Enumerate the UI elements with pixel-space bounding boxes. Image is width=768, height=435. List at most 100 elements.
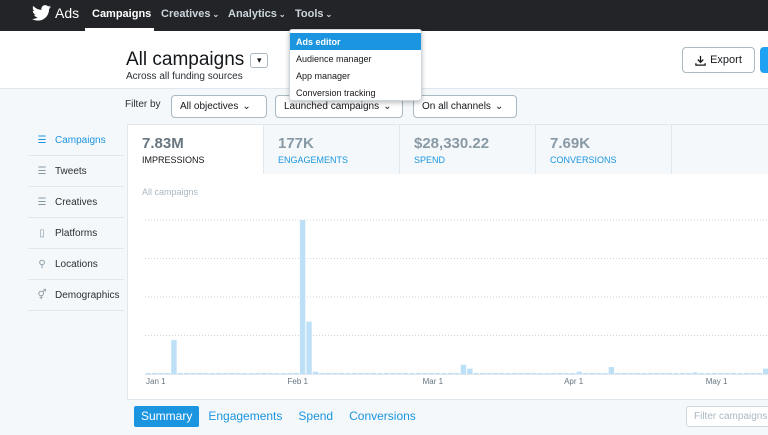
chart-bar[interactable] [666,373,672,374]
chart-bar[interactable] [660,373,666,374]
chart-bar[interactable] [216,373,222,374]
menu-item-app-manager[interactable]: App manager [296,71,351,81]
chart-bar[interactable] [557,373,563,374]
channels-filter[interactable]: On all channels ⌄ [413,95,517,118]
chart-bar[interactable] [171,340,177,374]
chart-bar[interactable] [705,373,711,374]
chart-bar[interactable] [595,373,602,374]
chart-bar[interactable] [409,373,415,374]
chart-bar[interactable] [434,373,441,374]
chart-bar[interactable] [357,373,364,374]
chart-bar[interactable] [299,220,306,374]
chart-bar[interactable] [261,373,267,374]
chart-bar[interactable] [415,373,422,374]
brand[interactable]: Ads [32,5,79,21]
objectives-filter[interactable]: All objectives ⌄ [171,95,267,118]
caret-down-icon[interactable]: ▾ [250,52,269,68]
chart-bar[interactable] [627,373,634,374]
chart-bar[interactable] [422,373,428,374]
chart-bar[interactable] [248,373,254,374]
sidebar-item-locations[interactable]: ⚲ Locations [28,249,124,280]
chart-bar[interactable] [640,373,647,374]
chart-bar[interactable] [531,373,537,374]
chart-bar[interactable] [537,373,544,374]
nav-tools[interactable]: Tools ⌄ [295,8,332,20]
chart-bar[interactable] [454,373,460,374]
menu-item-conversion-tracking[interactable]: Conversion tracking [296,88,376,98]
sidebar-item-platforms[interactable]: ▯ Platforms [28,218,124,249]
chart-bar[interactable] [634,373,640,374]
chart-bar[interactable] [287,373,293,374]
chart-bar[interactable] [203,373,209,374]
chart-bar[interactable] [190,373,196,374]
tab-engagements[interactable]: Engagements [208,409,283,423]
chart-bar[interactable] [711,373,718,374]
chart-bar[interactable] [441,373,447,374]
chart-bar[interactable] [396,373,402,374]
chart-bar[interactable] [608,367,615,374]
chart-bar[interactable] [480,373,486,374]
chart-bar[interactable] [570,373,576,374]
chart-bar[interactable] [582,373,589,374]
chart-bar[interactable] [692,372,698,374]
chart-bar[interactable] [145,373,151,374]
chart-bar[interactable] [319,373,325,374]
chart-bar[interactable] [267,373,274,374]
chart-bar[interactable] [743,373,750,374]
nav-campaigns[interactable]: Campaigns [92,8,151,20]
chart-bar[interactable] [254,373,261,374]
chart-bar[interactable] [653,373,660,374]
sidebar-item-demographics[interactable]: ⚥ Demographics [28,280,124,311]
chart-bar[interactable] [763,368,768,374]
chart-bar[interactable] [177,373,184,374]
chart-bar[interactable] [737,373,743,374]
chart-bar[interactable] [222,373,229,374]
chart-bar[interactable] [306,321,312,374]
chart-bar[interactable] [325,373,332,374]
chart-bar[interactable] [685,373,692,374]
chart-bar[interactable] [718,373,724,374]
nav-analytics[interactable]: Analytics ⌄ [228,8,286,20]
chart-bar[interactable] [151,373,158,374]
chart-bar[interactable] [602,373,608,374]
sidebar-item-creatives[interactable]: ☰ Creatives [28,187,124,218]
chart-bar[interactable] [235,373,241,374]
chart-bar[interactable] [293,373,299,374]
metric-conversions[interactable]: 7.69K CONVERSIONS [536,125,672,174]
chart-bar[interactable] [512,373,518,374]
chart-bar[interactable] [274,373,280,374]
chart-bar[interactable] [525,373,531,374]
menu-item-audience-manager[interactable]: Audience manager [296,54,372,64]
export-button[interactable]: Export [682,47,755,73]
chart-bar[interactable] [364,373,370,374]
chart-bar[interactable] [332,373,338,374]
chart-bar[interactable] [750,373,756,374]
chart-bar[interactable] [209,373,216,374]
menu-item-ads-editor[interactable]: Ads editor [290,33,421,50]
chart-bar[interactable] [370,373,377,374]
chart-bar[interactable] [615,373,621,374]
chart-bar[interactable] [280,373,287,374]
metric-impressions[interactable]: 7.83M IMPRESSIONS [128,125,264,174]
chart-bar[interactable] [647,373,653,374]
chart-bar[interactable] [164,373,171,374]
chart-bar[interactable] [492,373,499,374]
chart-bar[interactable] [505,373,512,374]
chart-bar[interactable] [158,373,164,374]
chart-bar[interactable] [730,373,737,374]
chart-bar[interactable] [518,373,525,374]
chart-bar[interactable] [473,373,480,374]
chart-bar[interactable] [673,373,679,374]
nav-creatives[interactable]: Creatives ⌄ [161,8,219,20]
filter-campaigns-input[interactable]: Filter campaigns [686,406,768,427]
chart-bar[interactable] [544,373,550,374]
metric-spend[interactable]: $28,330.22 SPEND [400,125,536,174]
sidebar-item-campaigns[interactable]: ☰ Campaigns [28,125,124,156]
chart-bar[interactable] [621,373,627,374]
chart-bar[interactable] [499,373,505,374]
chart-bar[interactable] [184,373,190,374]
chart-bar[interactable] [312,371,319,374]
chart-bar[interactable] [576,371,582,374]
chart-bar[interactable] [389,373,396,374]
chart-bar[interactable] [679,373,685,374]
